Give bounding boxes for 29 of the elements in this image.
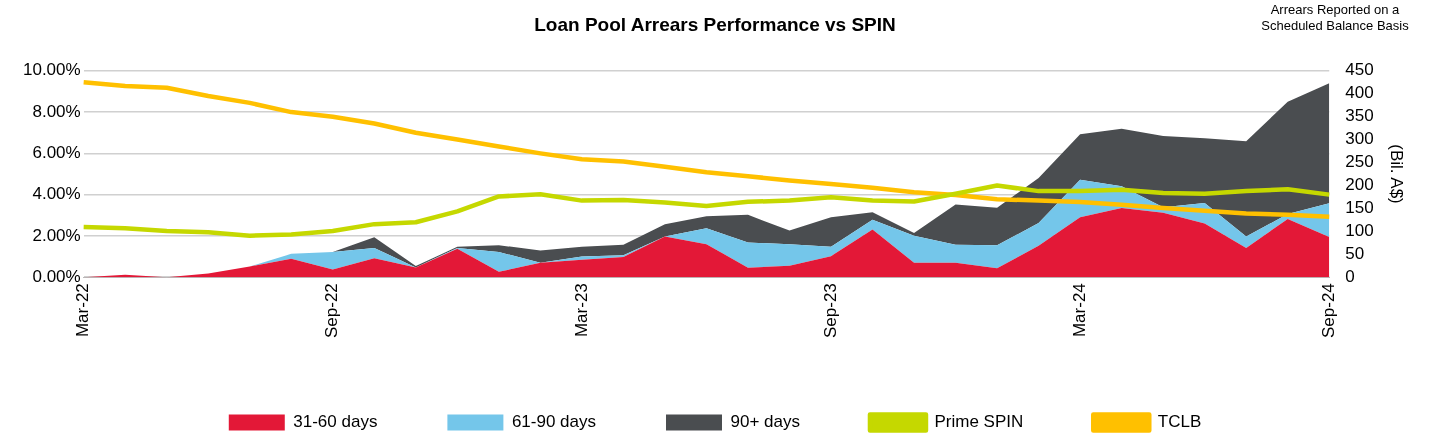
chart-title: Loan Pool Arrears Performance vs SPIN: [534, 13, 896, 35]
x-tick-label: Mar-23: [571, 283, 591, 338]
y2-tick-label: 450: [1345, 60, 1374, 80]
legend-label: 90+ days: [730, 412, 800, 432]
y2-tick-label: 300: [1345, 129, 1374, 149]
y2-tick-label: 400: [1345, 83, 1374, 103]
x-tick-label: Mar-24: [1069, 283, 1089, 338]
x-tick-label: Sep-24: [1318, 283, 1338, 339]
y2-tick-label: 200: [1345, 175, 1374, 195]
y-tick-label: 8.00%: [32, 101, 81, 121]
x-tick-label: Sep-22: [322, 283, 342, 339]
y2-axis-title: (Bil. A$): [1387, 144, 1407, 204]
y-tick-label: 4.00%: [32, 184, 81, 204]
y2-tick-label: 150: [1345, 198, 1374, 218]
legend-label: Prime SPIN: [934, 412, 1024, 432]
y-tick-label: 2.00%: [32, 225, 81, 245]
text: Arrears Reported on a Scheduled Balance Basis: [1260, 2, 1410, 34]
x-tick-label: Mar-22: [73, 283, 93, 338]
y2-tick-label: 250: [1345, 152, 1374, 172]
y-tick-label: 10.00%: [22, 60, 81, 80]
y2-tick-label: 350: [1345, 106, 1374, 126]
y2-tick-label: 100: [1345, 221, 1374, 241]
legend-label: TCLB: [1157, 412, 1202, 432]
legend-label: 61-90 days: [511, 412, 597, 432]
legend-label: 31-60 days: [293, 412, 378, 432]
x-tick-label: Sep-23: [820, 283, 840, 339]
y2-tick-label: 50: [1345, 243, 1365, 263]
y-tick-label: 6.00%: [32, 143, 81, 163]
y2-tick-label: 0: [1345, 266, 1355, 286]
